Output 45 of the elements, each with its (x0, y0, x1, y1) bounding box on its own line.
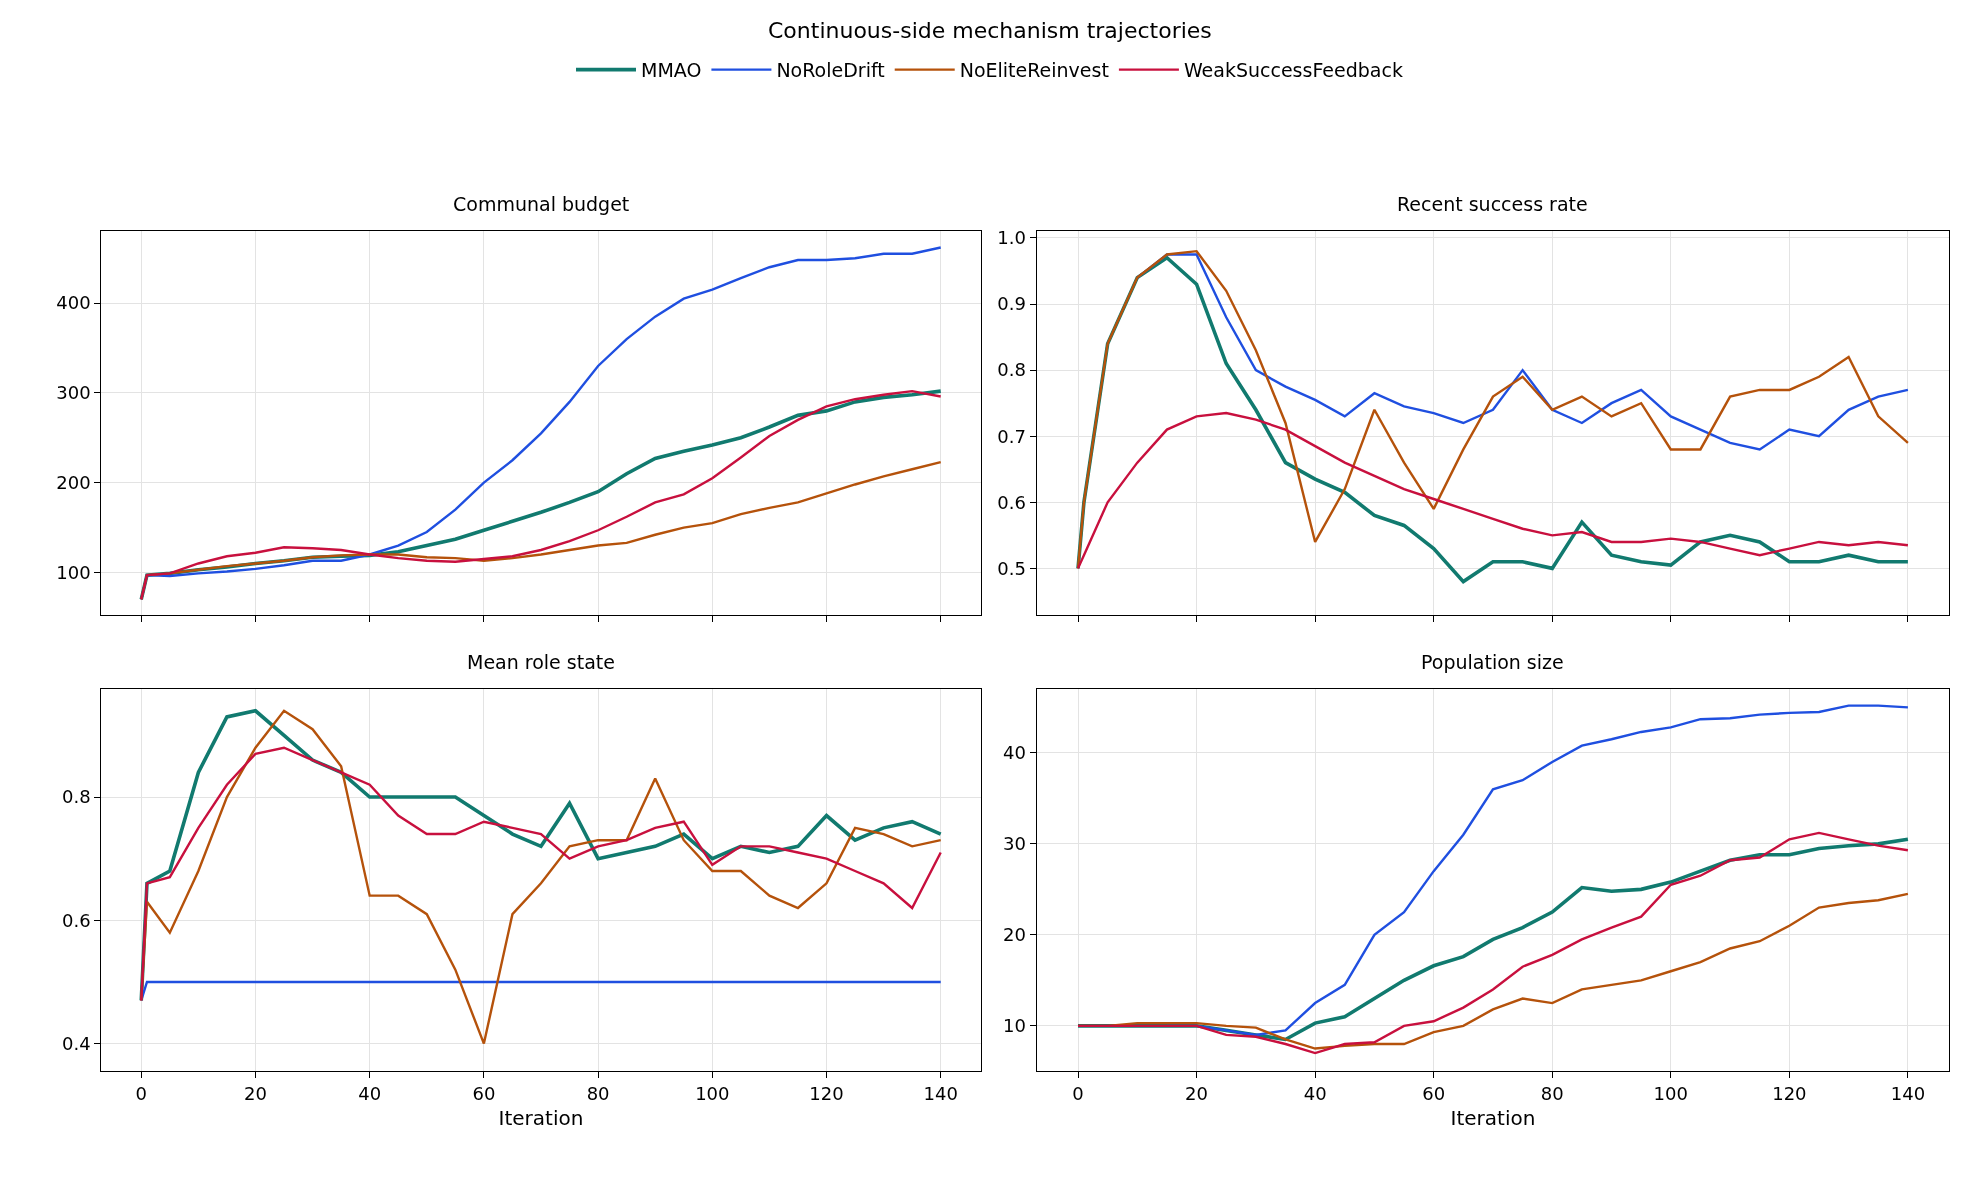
x-tick-label: 120 (809, 1082, 844, 1104)
y-tick-label: 0.6 (997, 491, 1026, 513)
y-tick-label: 0.7 (997, 425, 1026, 447)
y-tick-label: 400 (56, 292, 91, 314)
y-tick-label: 0.8 (997, 359, 1026, 381)
line-series (1076, 411, 1910, 570)
x-tick-label: 40 (358, 1082, 382, 1104)
x-tick-label: 40 (1303, 1082, 1327, 1104)
y-tick-label: 10 (1003, 1015, 1026, 1037)
x-tick-label: 20 (1185, 1082, 1209, 1104)
chart-title: Communal budget (453, 193, 630, 215)
legend-label: WeakSuccessFeedback (1183, 59, 1403, 82)
y-tick-label: 0.4 (62, 1032, 91, 1054)
y-tick-label: 30 (1003, 833, 1026, 855)
x-tick-label: 120 (1772, 1082, 1807, 1104)
x-tick-label: 100 (1653, 1082, 1688, 1104)
chart-title: Recent success rate (1397, 193, 1588, 215)
chart-title: Mean role state (467, 651, 615, 673)
x-tick-label: 80 (1540, 1082, 1564, 1104)
x-tick-label: 20 (244, 1082, 267, 1104)
y-tick-label: 100 (56, 561, 91, 583)
y-tick-label: 200 (56, 471, 91, 493)
y-tick-label: 0.8 (62, 786, 91, 808)
y-tick-label: 0.6 (62, 909, 91, 931)
x-tick-label: 100 (695, 1082, 730, 1104)
y-tick-label: 40 (1003, 742, 1026, 764)
legend-label: MMAO (641, 59, 702, 82)
x-tick-label: 80 (586, 1082, 610, 1104)
y-tick-label: 0.5 (997, 557, 1026, 579)
x-tick-label: 0 (135, 1082, 147, 1104)
y-tick-label: 1.0 (997, 227, 1026, 249)
x-tick-label: 140 (923, 1082, 958, 1104)
chart-title: Population size (1421, 651, 1564, 673)
x-tick-label: 60 (1422, 1082, 1446, 1104)
x-axis-title: Iteration (498, 1106, 584, 1131)
y-tick-label: 0.9 (997, 293, 1026, 315)
legend-label: NoEliteReinvest (959, 59, 1109, 82)
x-tick-label: 0 (1072, 1082, 1084, 1104)
x-axis-title: Iteration (1450, 1106, 1536, 1131)
x-tick-label: 140 (1890, 1082, 1926, 1104)
legend-label: NoRoleDrift (776, 59, 885, 82)
text: Continuous-side mechanism trajectories (768, 18, 1212, 43)
x-tick-label: 60 (472, 1082, 496, 1104)
y-tick-label: 300 (56, 382, 91, 404)
y-tick-label: 20 (1003, 924, 1026, 946)
